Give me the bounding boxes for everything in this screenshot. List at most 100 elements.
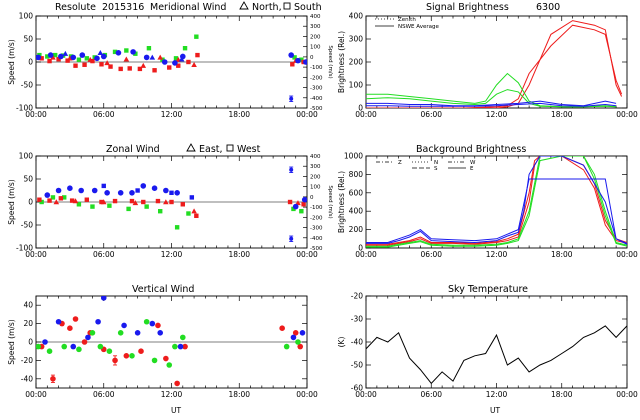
y-right-tick-label: -200 (310, 215, 323, 221)
meridional-point (186, 59, 191, 65)
vertical-point (151, 357, 158, 364)
x-tick-label: 12:00 (486, 390, 508, 399)
square-icon (283, 2, 291, 10)
zonal-point (163, 199, 169, 205)
vertical-title: Vertical Wind (132, 284, 194, 295)
zonal-point (39, 199, 44, 205)
zonal-point (169, 190, 174, 195)
zonal-legend: East, West (186, 143, 261, 155)
y-tick-label: 100 (349, 81, 364, 90)
wavelength-label: 6300 (536, 2, 560, 13)
zonal-point (67, 185, 73, 191)
zonal-point (99, 199, 104, 205)
meridional-point (133, 51, 138, 56)
meridional-point (288, 52, 294, 58)
meridional-point (52, 52, 58, 58)
y-right-tick-label: -300 (310, 86, 323, 92)
meridional-point (127, 66, 132, 71)
zonal-point (44, 192, 51, 198)
y-tick-label: 0 (358, 244, 363, 253)
x-tick-label: 00:00 (616, 110, 638, 119)
vertical-point (61, 343, 68, 350)
meridional-point (112, 49, 118, 55)
meridional-point (160, 57, 165, 62)
zonal-errorbar-point (289, 167, 294, 172)
meridional-point (295, 57, 301, 64)
vertical-point (67, 325, 73, 332)
zonal-point (140, 183, 147, 189)
meridional-point (194, 34, 199, 39)
y-tick-label: -60 (351, 384, 363, 393)
background-legend-s: S (434, 166, 438, 172)
meridional-point (290, 62, 295, 67)
zonal-point (78, 187, 84, 194)
signal-panel: 00:00 06:00 12:00 18:00 00:000100200300400Br… (337, 12, 638, 120)
meridional-legend-north: North, (252, 2, 282, 13)
vertical-point (85, 334, 91, 341)
y-tick-label: 50 (23, 35, 33, 44)
y-tick-label: 800 (349, 170, 364, 179)
vertical-point (95, 318, 101, 325)
meridional-point (58, 53, 64, 60)
zonal-point (62, 195, 67, 200)
x-tick-label: 00:00 (25, 250, 47, 259)
background-series-line (366, 156, 627, 247)
vertical-errorbar-point (50, 376, 55, 381)
y-right-tick-label: 400 (310, 14, 321, 20)
vertical-point (100, 296, 107, 301)
meridional-point (36, 54, 42, 61)
x-tick-label: 12:00 (161, 250, 183, 259)
y-tick-label: 200 (349, 58, 364, 67)
vertical-ylabel: Speed (m/s) (7, 319, 16, 365)
zonal-point (72, 198, 79, 204)
zonal-point (84, 197, 90, 202)
background-legend: Z N S W E (376, 160, 476, 172)
zonal-point (301, 196, 307, 203)
meridional-point (124, 48, 129, 53)
meridional-point (100, 53, 107, 60)
y-tick-label: -50 (21, 221, 33, 230)
vertical-point (297, 343, 304, 350)
y-tick-label: 50 (23, 175, 33, 184)
zonal-point (174, 225, 180, 230)
zonal-point (299, 209, 304, 214)
y-tick-label: -40 (21, 374, 33, 383)
background-legend-e: E (470, 166, 474, 172)
zonal-ylabel-right: Speed (m/s) (327, 185, 333, 218)
y-right-tick-label: -200 (310, 75, 323, 81)
zonal-point (163, 187, 169, 194)
background-data (366, 156, 627, 248)
vertical-point (36, 343, 42, 350)
x-tick-label: 00:00 (25, 110, 47, 119)
vertical-point (72, 316, 79, 322)
meridional-errorbar-point (289, 96, 294, 101)
signal-series-line (366, 89, 617, 108)
sky-ylabel: (K) (337, 337, 346, 348)
meridional-point (140, 62, 147, 68)
vertical-data (36, 296, 306, 387)
zonal-legend-west: West (237, 144, 261, 155)
meridional-point (182, 46, 188, 51)
x-tick-label: 06:00 (93, 390, 115, 399)
y-right-tick-label: 200 (310, 34, 321, 40)
meridional-point (146, 46, 152, 51)
zonal-point (194, 213, 199, 218)
zonal-point (101, 183, 106, 189)
zonal-ylabel: Speed (m/s) (7, 179, 16, 225)
y-right-tick-label: -100 (310, 205, 323, 211)
x-tick-label: 18:00 (228, 390, 250, 399)
signal-series-line (366, 102, 617, 107)
y-right-tick-label: -100 (310, 65, 323, 71)
meridional-point (99, 62, 104, 67)
zonal-point (132, 200, 139, 206)
zonal-point (186, 211, 191, 216)
signal-series-line (366, 24, 623, 108)
zonal-point (144, 204, 149, 209)
meridional-ylabel-right: Speed (m/s) (327, 45, 333, 78)
zonal-legend-east: East, (199, 144, 223, 155)
zonal-point (58, 196, 64, 201)
y-tick-label: 400 (349, 207, 364, 216)
sky-series-line (366, 325, 627, 385)
vertical-point (134, 330, 141, 336)
zonal-point (69, 198, 75, 203)
